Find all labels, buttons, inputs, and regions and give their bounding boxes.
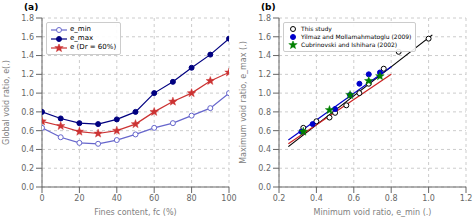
svg-text:0.6: 0.6 [347,194,360,203]
svg-text:0.6: 0.6 [258,127,271,136]
svg-text:1.2: 1.2 [21,70,34,79]
svg-text:1.6: 1.6 [258,33,271,42]
svg-text:1.4: 1.4 [21,51,34,60]
svg-text:60: 60 [149,194,159,203]
svg-text:Maximum void ratio, e_max (.): Maximum void ratio, e_max (.) [239,41,248,164]
html-text:Cubrinovski and Ishihara (2002: Cubrinovski and Ishihara (2002) [301,41,398,48]
svg-text:1.8: 1.8 [258,14,271,23]
svg-text:0.2: 0.2 [21,164,34,173]
svg-text:Global void ratio, e(.): Global void ratio, e(.) [8,60,11,145]
svg-text:1.4: 1.4 [258,51,271,60]
svg-text:80: 80 [187,194,197,203]
html-text:e (Dr = 60%): e (Dr = 60%) [70,43,117,51]
svg-text:0.0: 0.0 [258,183,271,192]
svg-text:0.0: 0.0 [21,183,34,192]
svg-text:0.8: 0.8 [385,194,398,203]
svg-text:0.2: 0.2 [273,194,286,203]
svg-text:0.4: 0.4 [310,194,323,203]
svg-text:0.8: 0.8 [21,108,34,117]
svg-text:1.0: 1.0 [258,89,271,98]
html-text:e_min: e_min [70,25,91,33]
svg-text:0.4: 0.4 [21,145,34,154]
svg-text:40: 40 [112,194,122,203]
svg-text:1.8: 1.8 [21,14,34,23]
html-text:Yilmaz and Mollamahmatoglu (20: Yilmaz and Mollamahmatoglu (2009) [301,33,412,40]
svg-text:20: 20 [74,194,84,203]
svg-text:0.4: 0.4 [258,145,271,154]
html-text:e_max: e_max [70,34,94,42]
svg-text:1.0: 1.0 [21,89,34,98]
svg-text:1.6: 1.6 [21,33,34,42]
svg-text:Minimum void ratio, e_min (.): Minimum void ratio, e_min (.) [314,208,432,217]
svg-text:Fines content, fc (%): Fines content, fc (%) [94,208,176,217]
svg-text:1.2: 1.2 [460,194,466,203]
svg-text:0.8: 0.8 [258,108,271,117]
html-text:This study: This study [301,25,332,32]
html-text:(b): (b) [261,2,276,12]
svg-text:0: 0 [39,194,44,203]
svg-text:0.6: 0.6 [21,127,34,136]
svg-text:1.2: 1.2 [258,70,271,79]
svg-text:0.2: 0.2 [258,164,271,173]
html-text:(a): (a) [24,2,39,12]
svg-text:1.0: 1.0 [422,194,435,203]
svg-text:100: 100 [221,194,236,203]
